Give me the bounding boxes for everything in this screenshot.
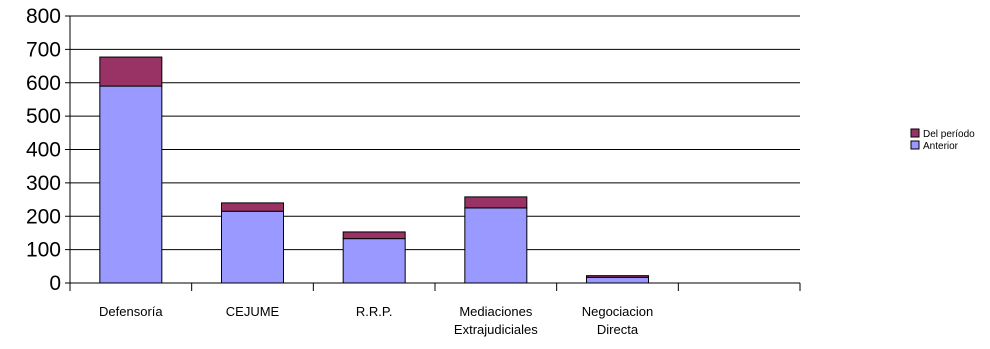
y-tick-label: 700 <box>26 38 61 61</box>
axes <box>65 15 801 291</box>
legend-label-anterior: Anterior <box>923 141 959 152</box>
y-tick-label: 0 <box>49 272 61 295</box>
bar-segment-del-periodo <box>99 56 163 87</box>
bar-segment-del-periodo <box>342 231 406 240</box>
bars <box>99 56 649 284</box>
y-tick-label: 200 <box>26 205 61 228</box>
bar-segment-anterior <box>99 85 163 284</box>
y-tick-label: 500 <box>26 105 61 128</box>
y-tick-label: 800 <box>26 5 61 28</box>
y-tick-label: 300 <box>26 172 61 195</box>
y-tick-label: 600 <box>26 72 61 95</box>
bar-segment-anterior <box>221 210 284 284</box>
gridlines <box>70 15 800 251</box>
legend-swatch-del-periodo <box>910 128 920 138</box>
y-tick-labels: 0 100 200 300 400 500 600 700 800 <box>26 5 61 295</box>
x-tick-label: Directa <box>597 322 639 337</box>
x-tick-labels: Defensoría CEJUME R.R.P. Mediaciones Extraju… <box>99 304 653 337</box>
legend-label-del-periodo: Del período <box>923 129 975 140</box>
y-tick-label: 400 <box>26 139 61 162</box>
bar-segment-del-periodo <box>464 196 528 209</box>
x-tick-label: Defensoría <box>99 304 163 319</box>
bar-segment-del-periodo <box>586 275 649 278</box>
x-tick-label: Extrajudiciales <box>454 322 538 337</box>
legend-swatch-anterior <box>910 140 920 150</box>
y-tick-label: 100 <box>26 239 61 262</box>
bar-segment-anterior <box>586 276 649 284</box>
bar-segment-anterior <box>342 238 406 284</box>
bar-segment-anterior <box>464 207 528 284</box>
legend-box <box>907 125 989 157</box>
x-tick-label: Mediaciones <box>459 304 532 319</box>
x-tick-label: Negociacion <box>582 304 654 319</box>
x-tick-label: R.R.P. <box>356 304 393 319</box>
x-tick-label: CEJUME <box>226 304 280 319</box>
bar-segment-del-periodo <box>221 202 284 212</box>
